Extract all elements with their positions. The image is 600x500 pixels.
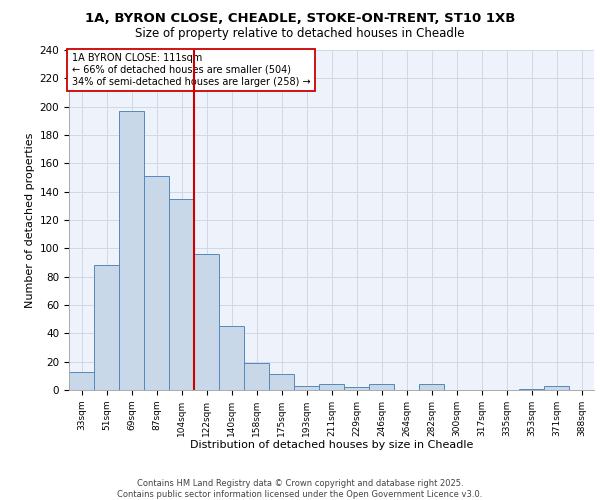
Bar	[94, 266, 119, 390]
Bar	[169, 198, 194, 390]
X-axis label: Distribution of detached houses by size in Cheadle: Distribution of detached houses by size …	[190, 440, 473, 450]
Bar	[319, 384, 344, 390]
Bar	[269, 374, 294, 390]
Bar	[194, 254, 219, 390]
Bar	[544, 386, 569, 390]
Bar	[144, 176, 169, 390]
Bar	[219, 326, 244, 390]
Bar	[294, 386, 319, 390]
Bar	[69, 372, 94, 390]
Text: Contains HM Land Registry data © Crown copyright and database right 2025.: Contains HM Land Registry data © Crown c…	[137, 478, 463, 488]
Y-axis label: Number of detached properties: Number of detached properties	[25, 132, 35, 308]
Text: 1A BYRON CLOSE: 111sqm
← 66% of detached houses are smaller (504)
34% of semi-de: 1A BYRON CLOSE: 111sqm ← 66% of detached…	[71, 54, 310, 86]
Bar	[344, 387, 369, 390]
Bar	[244, 363, 269, 390]
Bar	[369, 384, 394, 390]
Text: Contains public sector information licensed under the Open Government Licence v3: Contains public sector information licen…	[118, 490, 482, 499]
Text: 1A, BYRON CLOSE, CHEADLE, STOKE-ON-TRENT, ST10 1XB: 1A, BYRON CLOSE, CHEADLE, STOKE-ON-TRENT…	[85, 12, 515, 26]
Bar	[519, 388, 544, 390]
Bar	[419, 384, 444, 390]
Bar	[119, 111, 144, 390]
Text: Size of property relative to detached houses in Cheadle: Size of property relative to detached ho…	[135, 28, 465, 40]
